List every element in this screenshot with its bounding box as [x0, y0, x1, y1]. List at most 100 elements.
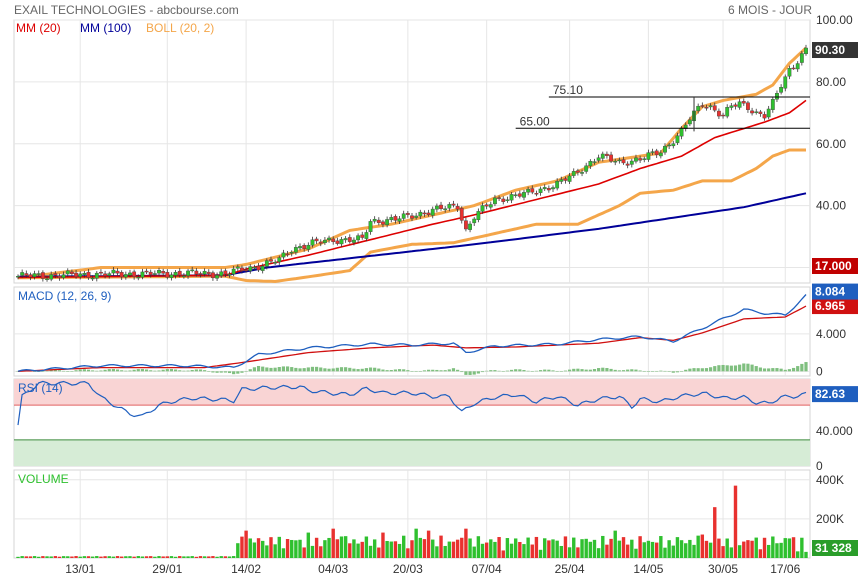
x-axis: 13/01 29/01 14/02 04/03 20/03 07/04 25/04 14/05…: [65, 562, 800, 576]
candle-body: [260, 265, 265, 271]
candle-body: [90, 277, 95, 280]
candle-body: [422, 212, 427, 215]
macd-hist-bar: [352, 368, 356, 372]
volume-bar: [592, 539, 597, 558]
candle-body: [331, 238, 336, 243]
volume-bar: [725, 538, 729, 558]
macd-hist-bar: [373, 367, 377, 372]
candle-body: [20, 272, 25, 276]
candle-body: [165, 272, 170, 278]
candle-body: [799, 53, 804, 63]
x-tick-label: 14/05: [633, 562, 663, 576]
macd-hist-bar: [157, 370, 161, 372]
macd-hist-bar: [49, 370, 53, 372]
candle-body: [123, 274, 128, 278]
volume-bar: [103, 556, 107, 558]
volume-bar: [746, 540, 750, 558]
volume-panel: VOLUME 400K 200K 31 328: [13, 469, 858, 559]
macd-hist-bar: [99, 370, 103, 372]
candle-body: [289, 251, 294, 254]
volume-bar: [190, 556, 194, 558]
candle-body: [364, 232, 369, 239]
x-tick-label: 04/03: [318, 562, 348, 576]
volume-bar: [66, 556, 70, 558]
candle-body: [534, 193, 539, 195]
volume-bar: [563, 536, 568, 558]
volume-bar: [509, 543, 514, 558]
macd-hist-bar: [227, 371, 232, 374]
macd-hist-bar: [406, 370, 410, 372]
candle-body: [559, 179, 564, 182]
candle-body: [177, 270, 182, 276]
volume-bar: [227, 556, 232, 558]
candle-body: [505, 199, 510, 201]
volume-bar: [86, 556, 91, 558]
volume-bar: [580, 539, 584, 558]
candle-body: [148, 271, 153, 275]
volume-bar: [256, 538, 261, 558]
candle-body: [430, 208, 435, 216]
candle-body: [501, 198, 506, 202]
candle-body: [24, 273, 29, 276]
macd-hist-bar: [290, 367, 294, 372]
candle-body: [65, 270, 70, 275]
macd-hist-bar: [111, 368, 115, 372]
volume-bar: [314, 537, 319, 558]
price-panel: 75.10 65.00 MM (20) MM (100) BOLL (20, 2)…: [13, 13, 858, 284]
macd-hist-bar: [538, 370, 543, 372]
macd-hist-bar: [240, 371, 244, 373]
volume-bar: [663, 547, 667, 558]
candle-body: [725, 107, 730, 117]
macd-hist-bar: [621, 370, 626, 372]
macd-hist-bar: [136, 369, 140, 372]
volume-bar: [692, 544, 696, 558]
x-tick-label: 20/03: [393, 562, 423, 576]
volume-bar: [70, 556, 74, 558]
macd-hist-bar: [306, 367, 310, 372]
macd-hist-bar: [580, 369, 584, 372]
candle-body: [679, 128, 684, 137]
macd-hist-bar: [182, 370, 186, 372]
volume-bar: [136, 556, 140, 558]
candle-body: [638, 158, 643, 161]
candle-body: [70, 271, 74, 275]
macd-hist-bar: [103, 369, 107, 372]
macd-signal-tag: 6.965: [815, 299, 845, 313]
volume-bar: [99, 556, 103, 558]
volume-bar: [49, 556, 53, 558]
volume-bar: [422, 539, 427, 558]
macd-hist-bar: [746, 363, 750, 372]
macd-hist-bar: [174, 369, 178, 372]
candle-body: [169, 274, 174, 278]
macd-hist-bar: [659, 370, 663, 372]
volume-bar: [215, 556, 219, 558]
volume-label: VOLUME: [18, 472, 69, 486]
macd-hist-bar: [149, 370, 153, 372]
x-tick-label: 17/06: [770, 562, 800, 576]
volume-bar: [688, 539, 692, 558]
candle-body: [546, 188, 551, 191]
candle-body: [617, 159, 622, 162]
macd-hist-bar: [273, 367, 277, 372]
macd-hist-bar: [190, 369, 194, 372]
candle-body: [712, 105, 717, 111]
macd-hist-bar: [82, 369, 86, 372]
volume-bar: [609, 538, 613, 558]
macd-hist-bar: [381, 369, 385, 372]
volume-bar: [57, 556, 62, 558]
volume-bar: [800, 537, 804, 558]
volume-bar: [513, 538, 518, 558]
macd-hist-bar: [207, 371, 211, 372]
candle-body: [339, 239, 344, 245]
volume-bar: [605, 544, 609, 558]
candle-body: [455, 206, 460, 210]
candle-body: [575, 170, 580, 173]
candle-body: [642, 158, 647, 160]
macd-hist-bar: [576, 368, 580, 372]
volume-bar: [766, 544, 771, 558]
candle-body: [605, 153, 609, 156]
macd-hist-bar: [742, 363, 746, 372]
macd-hist-bar: [178, 370, 182, 372]
macd-hist-bar: [638, 370, 642, 372]
volume-bar: [534, 536, 539, 558]
